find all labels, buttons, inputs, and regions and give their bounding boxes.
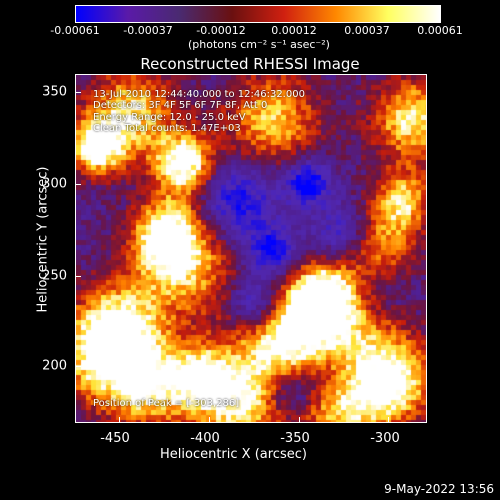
y-tick-mark (75, 276, 81, 277)
colorbar-tick: 0.00037 (344, 24, 390, 37)
y-tick-label: 350 (42, 84, 67, 100)
y-tick-label: 250 (42, 268, 67, 284)
x-tick-label: -350 (280, 431, 310, 446)
x-axis-label: Heliocentric X (arcsec) (160, 447, 307, 462)
x-tick-mark (388, 417, 389, 423)
y-tick-label: 300 (42, 176, 67, 192)
colorbar (75, 5, 441, 23)
y-tick-mark (75, 92, 81, 93)
x-tick-label: -450 (100, 431, 130, 446)
y-tick-mark (75, 184, 81, 185)
x-tick-mark (209, 417, 210, 423)
image-plot-area: 13-Jul-2010 12:44:40.000 to 12:46:32.000… (75, 74, 427, 423)
y-tick-mark (75, 366, 81, 367)
info-clean-counts: Clean Total counts: 1.47E+03 (93, 123, 241, 134)
y-tick-label: 200 (42, 358, 67, 374)
colorbar-tick: -0.00061 (50, 24, 100, 37)
info-energy-range: Energy Range: 12.0 - 25.0 keV (93, 112, 246, 123)
info-time-range: 13-Jul-2010 12:44:40.000 to 12:46:32.000 (93, 89, 305, 100)
x-tick-label: -300 (370, 431, 400, 446)
colorbar-unit-label: (photons cm⁻² s⁻¹ asec⁻²) (188, 38, 330, 51)
flux-heatmap (76, 75, 426, 422)
colorbar-tick: -0.00037 (123, 24, 173, 37)
x-tick-mark (299, 417, 300, 423)
y-axis-label: Heliocentric Y (arcsec) (35, 166, 51, 313)
colorbar-tick: -0.00012 (196, 24, 246, 37)
info-peak-position: Position of Peak = [-303,286] (93, 398, 240, 409)
image-title: Reconstructed RHESSI Image (140, 55, 360, 73)
colorbar-tick: 0.00061 (417, 24, 463, 37)
x-tick-mark (119, 417, 120, 423)
info-detectors: Detectors: 3F 4F 5F 6F 7F 8F, Att 0 (93, 100, 268, 111)
x-tick-label: -400 (190, 431, 220, 446)
plot-timestamp: 9-May-2022 13:56 (384, 482, 494, 496)
colorbar-tick: 0.00012 (271, 24, 317, 37)
